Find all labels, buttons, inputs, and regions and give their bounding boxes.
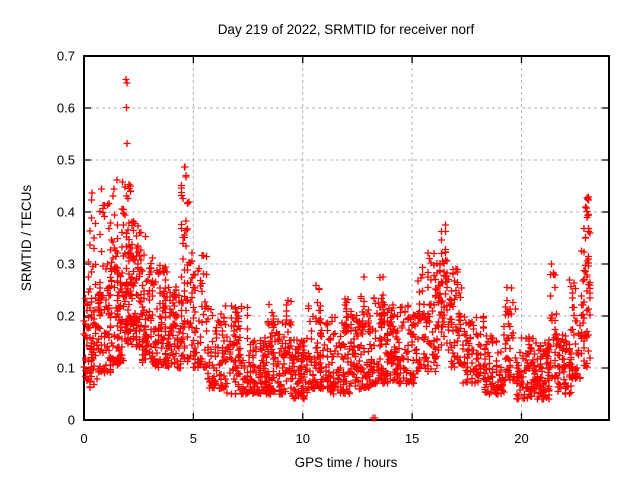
y-tick-label: 0.7 bbox=[57, 49, 75, 64]
y-tick-label: 0.5 bbox=[57, 153, 75, 168]
y-tick-label: 0.1 bbox=[57, 361, 75, 376]
x-tick-label: 20 bbox=[514, 431, 528, 446]
y-tick-label: 0.4 bbox=[57, 205, 75, 220]
chart-title: Day 219 of 2022, SRMTID for receiver nor… bbox=[218, 22, 475, 37]
x-axis-label: GPS time / hours bbox=[295, 455, 398, 470]
x-tick-labels: 0 5 10 15 20 bbox=[80, 431, 528, 446]
x-tick-label: 10 bbox=[296, 431, 310, 446]
y-tick-label: 0.3 bbox=[57, 257, 75, 272]
plot-border bbox=[83, 55, 610, 421]
x-tick-label: 15 bbox=[405, 431, 419, 446]
y-tick-labels: 0 0.1 0.2 0.3 0.4 0.5 0.6 0.7 bbox=[57, 49, 75, 428]
data-points bbox=[80, 76, 594, 422]
y-tick-label: 0 bbox=[68, 413, 75, 428]
gridlines bbox=[84, 56, 609, 420]
y-tick-label: 0.2 bbox=[57, 309, 75, 324]
y-tick-label: 0.6 bbox=[57, 101, 75, 116]
x-tick-label: 5 bbox=[190, 431, 197, 446]
y-axis-label: SRMTID / TECUs bbox=[19, 185, 34, 292]
x-tick-label: 0 bbox=[80, 431, 87, 446]
